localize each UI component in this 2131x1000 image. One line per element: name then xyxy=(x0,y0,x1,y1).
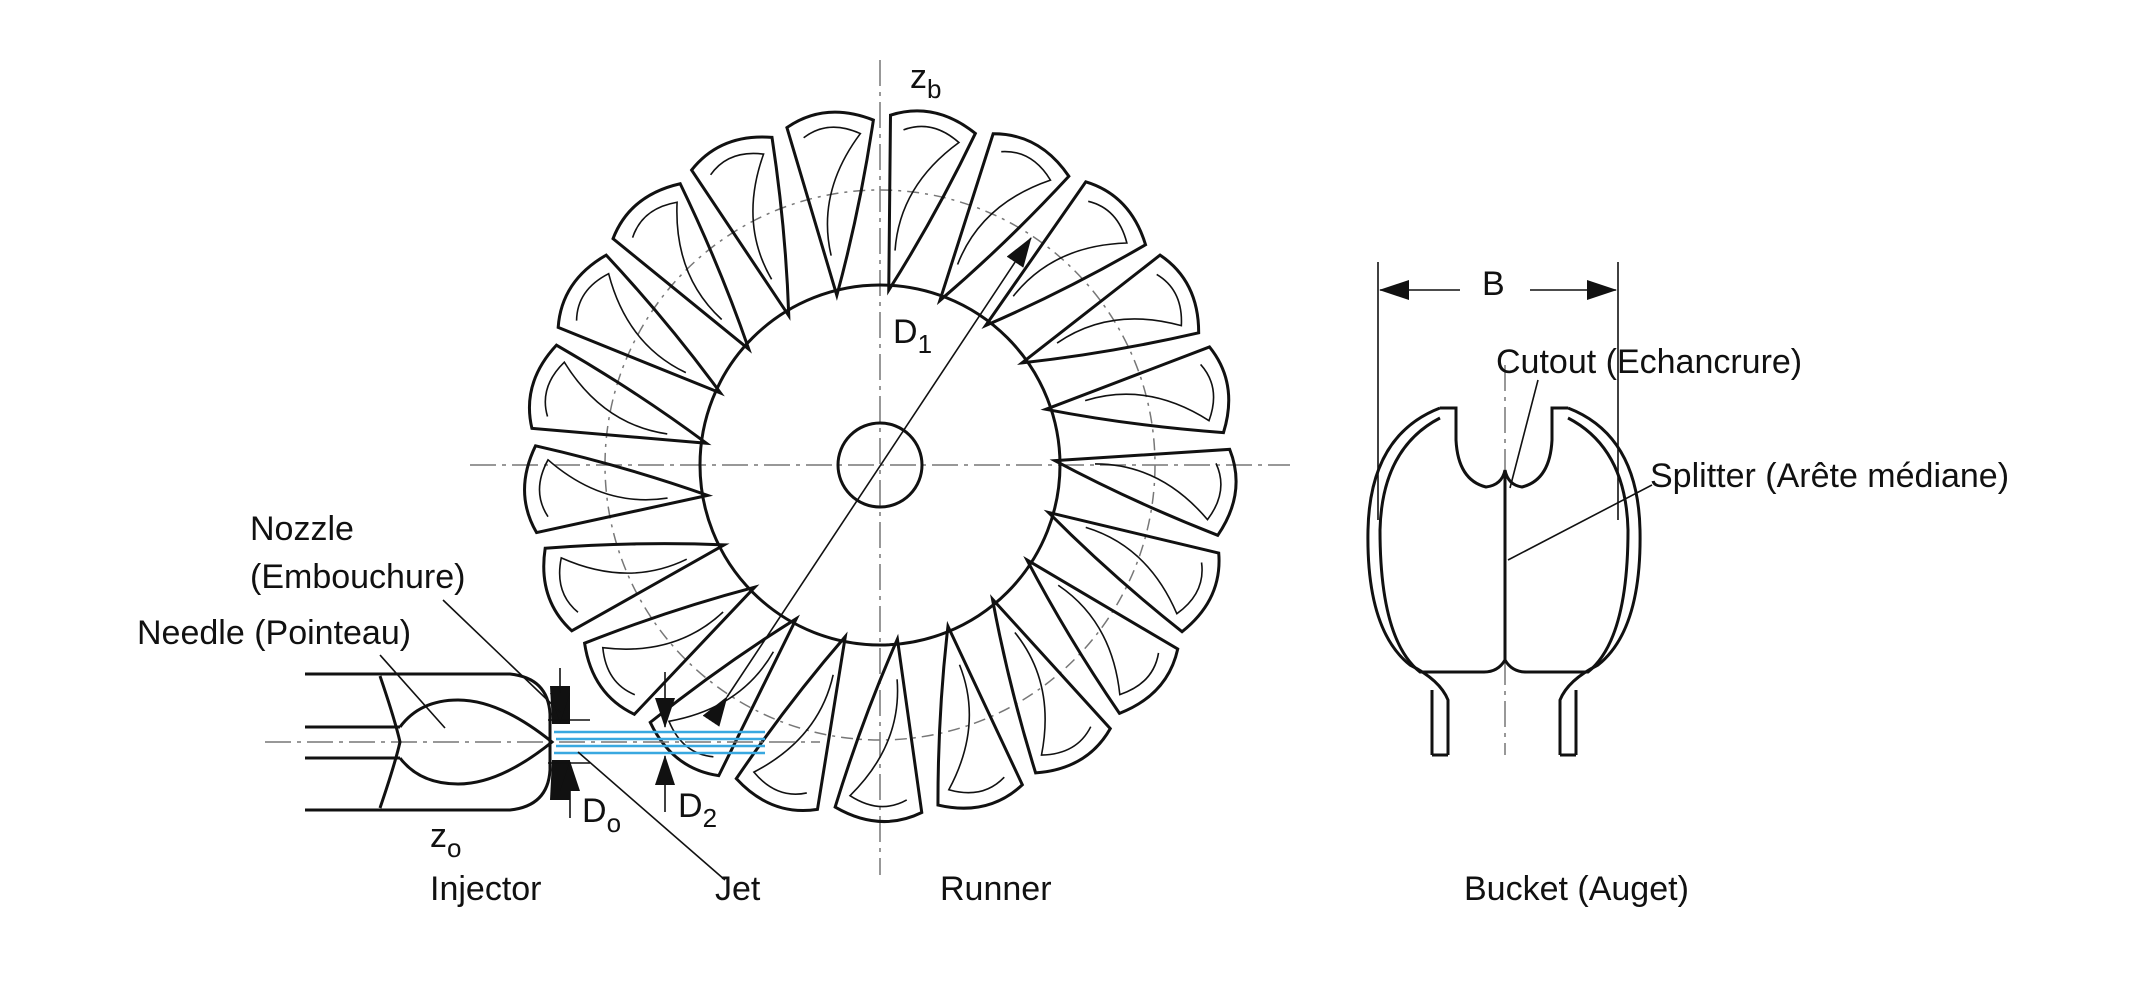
cutout-label: Cutout (Echancrure) xyxy=(1496,343,1802,381)
runner-bucket xyxy=(689,135,791,321)
injector-label: Injector xyxy=(430,870,542,908)
d1-symbol: D1 xyxy=(893,313,932,359)
runner-bucket-inner-edge xyxy=(803,126,862,256)
runner-bucket xyxy=(523,444,714,535)
pitch-circle xyxy=(604,189,1156,741)
bucket-stem-left xyxy=(1430,690,1448,757)
nozzle-label-line2: (Embouchure) xyxy=(250,558,465,596)
b-symbol: B xyxy=(1482,265,1505,303)
d1-diameter-line xyxy=(702,237,1032,727)
runner-bucket xyxy=(981,180,1148,329)
runner-bucket-inner-edge xyxy=(544,360,668,435)
splitter-label: Splitter (Arête médiane) xyxy=(1650,457,2009,495)
runner-bucket-inner-edge xyxy=(848,679,908,808)
needle-label: Needle (Pointeau) xyxy=(137,614,411,652)
d0-symbol: Do xyxy=(582,792,621,838)
runner-bucket xyxy=(611,182,752,354)
bucket-stem-right xyxy=(1560,690,1578,757)
runner-bucket-inner-edge xyxy=(538,458,668,518)
runner-bucket xyxy=(936,620,1025,810)
runner-bucket-inner-edge xyxy=(1057,584,1160,696)
d2-symbol: D2 xyxy=(678,787,717,833)
bucket-outer-profile xyxy=(1366,406,1642,755)
runner-bucket xyxy=(556,253,725,397)
bucket-label: Bucket (Auget) xyxy=(1464,870,1689,908)
runner-bucket xyxy=(1023,555,1180,716)
runner-bucket xyxy=(734,631,848,812)
runner-bucket xyxy=(527,343,712,446)
zo-symbol: zo xyxy=(430,817,461,863)
runner-bucket-inner-edge xyxy=(1014,631,1092,756)
nozzle-label-line1: Nozzle xyxy=(250,510,354,548)
bucket-detail: B xyxy=(1366,262,1653,757)
runner-bucket-inner-edge xyxy=(894,125,961,251)
splitter-leader xyxy=(1507,484,1653,561)
runner-bucket xyxy=(936,132,1071,306)
runner-bucket-inner-edge xyxy=(558,556,688,613)
runner-bucket xyxy=(990,594,1113,775)
needle xyxy=(378,675,402,809)
bucket-inner-profile-left xyxy=(1378,406,1507,674)
jet-label: Jet xyxy=(715,870,761,908)
runner-bucket xyxy=(1040,345,1231,435)
runner-label: Runner xyxy=(940,870,1052,908)
runner-bucket-inner-edge xyxy=(956,150,1052,265)
runner-bucket-inner-edge xyxy=(575,272,687,374)
runner-bucket-inner-edge xyxy=(1085,526,1203,615)
jet-leader xyxy=(577,751,726,881)
runner-bucket xyxy=(785,110,876,301)
bucket-inner-profile-right xyxy=(1503,406,1630,674)
needle-tip xyxy=(398,698,555,786)
nozzle-leader xyxy=(442,599,561,713)
runner-wheel: D1 zb xyxy=(470,58,1290,875)
runner-bucket xyxy=(887,109,978,296)
runner-bucket-inner-edge xyxy=(1012,200,1128,297)
zb-symbol: zb xyxy=(910,58,941,104)
runner-bucket xyxy=(1017,253,1201,365)
runner-bucket-inner-edge xyxy=(631,201,723,321)
runner-bucket-inner-edge xyxy=(1056,273,1183,344)
needle-leader xyxy=(379,654,446,729)
runner-bucket-inner-edge xyxy=(1084,363,1215,422)
injector: Do D2 zo xyxy=(265,599,820,881)
runner-bucket xyxy=(833,633,924,823)
runner-bucket-inner-edge xyxy=(601,611,724,696)
runner-bucket xyxy=(542,542,730,633)
runner-bucket xyxy=(1043,509,1221,634)
cutout-leader xyxy=(1509,379,1539,489)
runner-bucket-inner-edge xyxy=(709,152,773,280)
nozzle-lip-bottom xyxy=(550,760,570,800)
runner-bucket xyxy=(582,584,760,717)
runner-bucket-inner-edge xyxy=(1094,463,1222,521)
runner-bucket xyxy=(1049,447,1238,538)
